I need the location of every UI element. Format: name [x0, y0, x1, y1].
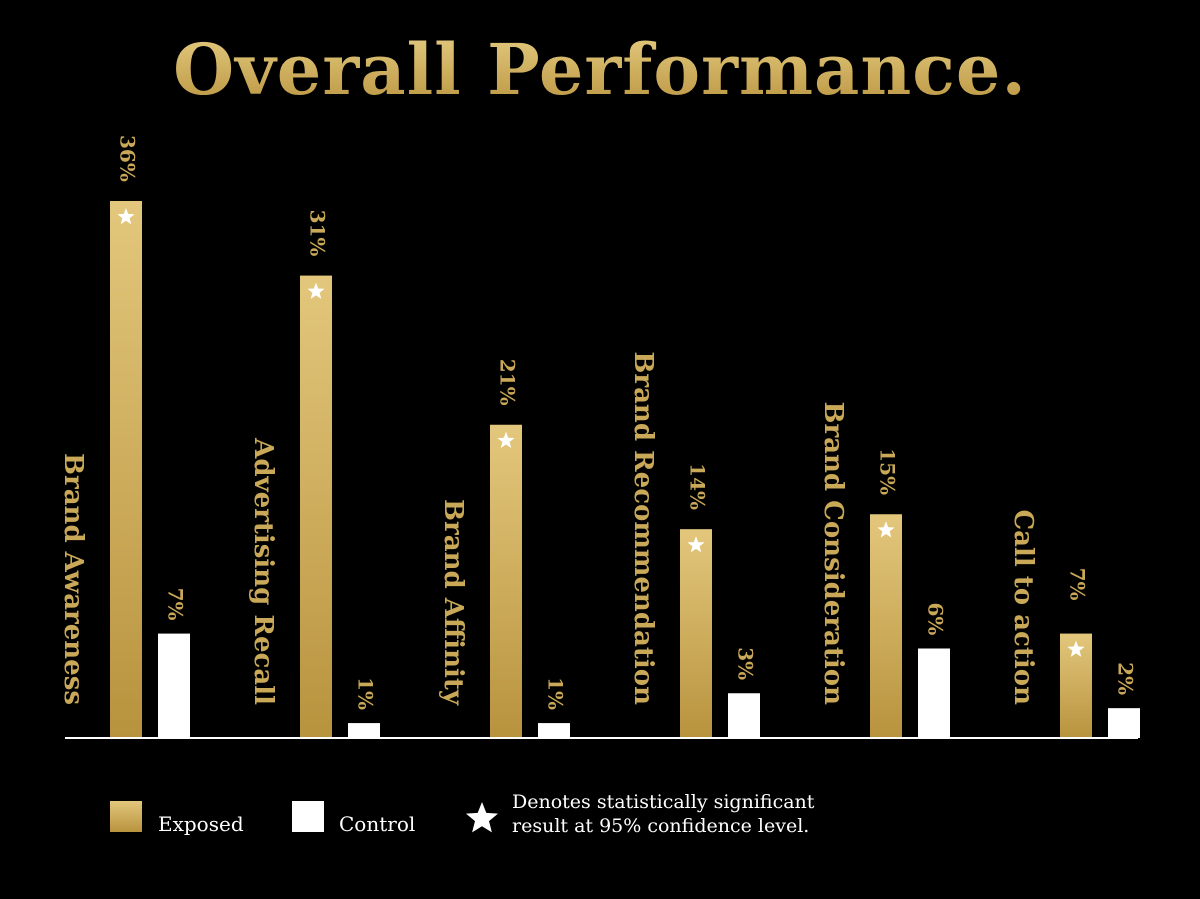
significance-star-icon: [497, 431, 515, 448]
category-label: Brand Consideration: [818, 401, 848, 705]
significance-star-icon: [877, 521, 895, 538]
bar-exposed: [300, 275, 332, 738]
category-label: Brand Recommendation: [628, 351, 658, 705]
bar-control: [538, 723, 570, 738]
category-label: Advertising Recall: [248, 437, 278, 705]
significance-star-icon: [1067, 640, 1085, 657]
bar-exposed: [490, 424, 522, 738]
significance-star-icon: [687, 536, 705, 553]
data-label-control: 1%: [544, 677, 568, 710]
data-label-control: 3%: [734, 647, 758, 680]
data-label-exposed: 36%: [116, 135, 140, 182]
bar-control: [728, 693, 760, 738]
data-label-control: 1%: [354, 677, 378, 710]
bar-control: [1108, 708, 1140, 738]
significance-star-icon: [307, 282, 325, 299]
legend-swatch-control: [292, 801, 324, 832]
star-icon: [466, 802, 498, 833]
bar-exposed: [110, 201, 142, 738]
category-label: Call to action: [1008, 509, 1038, 705]
data-label-exposed: 21%: [496, 359, 520, 406]
data-label-control: 7%: [164, 588, 188, 621]
legend-label-exposed: Exposed: [158, 812, 244, 836]
bar-control: [158, 633, 190, 738]
bar-control: [348, 723, 380, 738]
bar-control: [918, 648, 950, 738]
bar-exposed: [870, 514, 902, 738]
data-label-exposed: 31%: [306, 210, 330, 257]
significance-note-line1: Denotes statistically significant: [512, 791, 815, 813]
category-label: Brand Affinity: [438, 499, 468, 706]
significance-note-line2: result at 95% confidence level.: [512, 815, 810, 837]
significance-star-icon: [117, 208, 135, 225]
data-label-exposed: 7%: [1066, 568, 1090, 601]
data-label-exposed: 15%: [876, 448, 900, 495]
data-label-control: 6%: [924, 603, 948, 636]
legend-label-control: Control: [339, 812, 416, 836]
page-title: Overall Performance.: [0, 28, 1200, 111]
significance-note: Denotes statistically significant result…: [512, 790, 814, 838]
bar-exposed: [680, 529, 712, 738]
data-label-exposed: 14%: [686, 463, 710, 510]
legend-swatch-exposed: [110, 801, 142, 832]
category-label: Brand Awareness: [58, 453, 88, 705]
data-label-control: 2%: [1114, 662, 1138, 695]
